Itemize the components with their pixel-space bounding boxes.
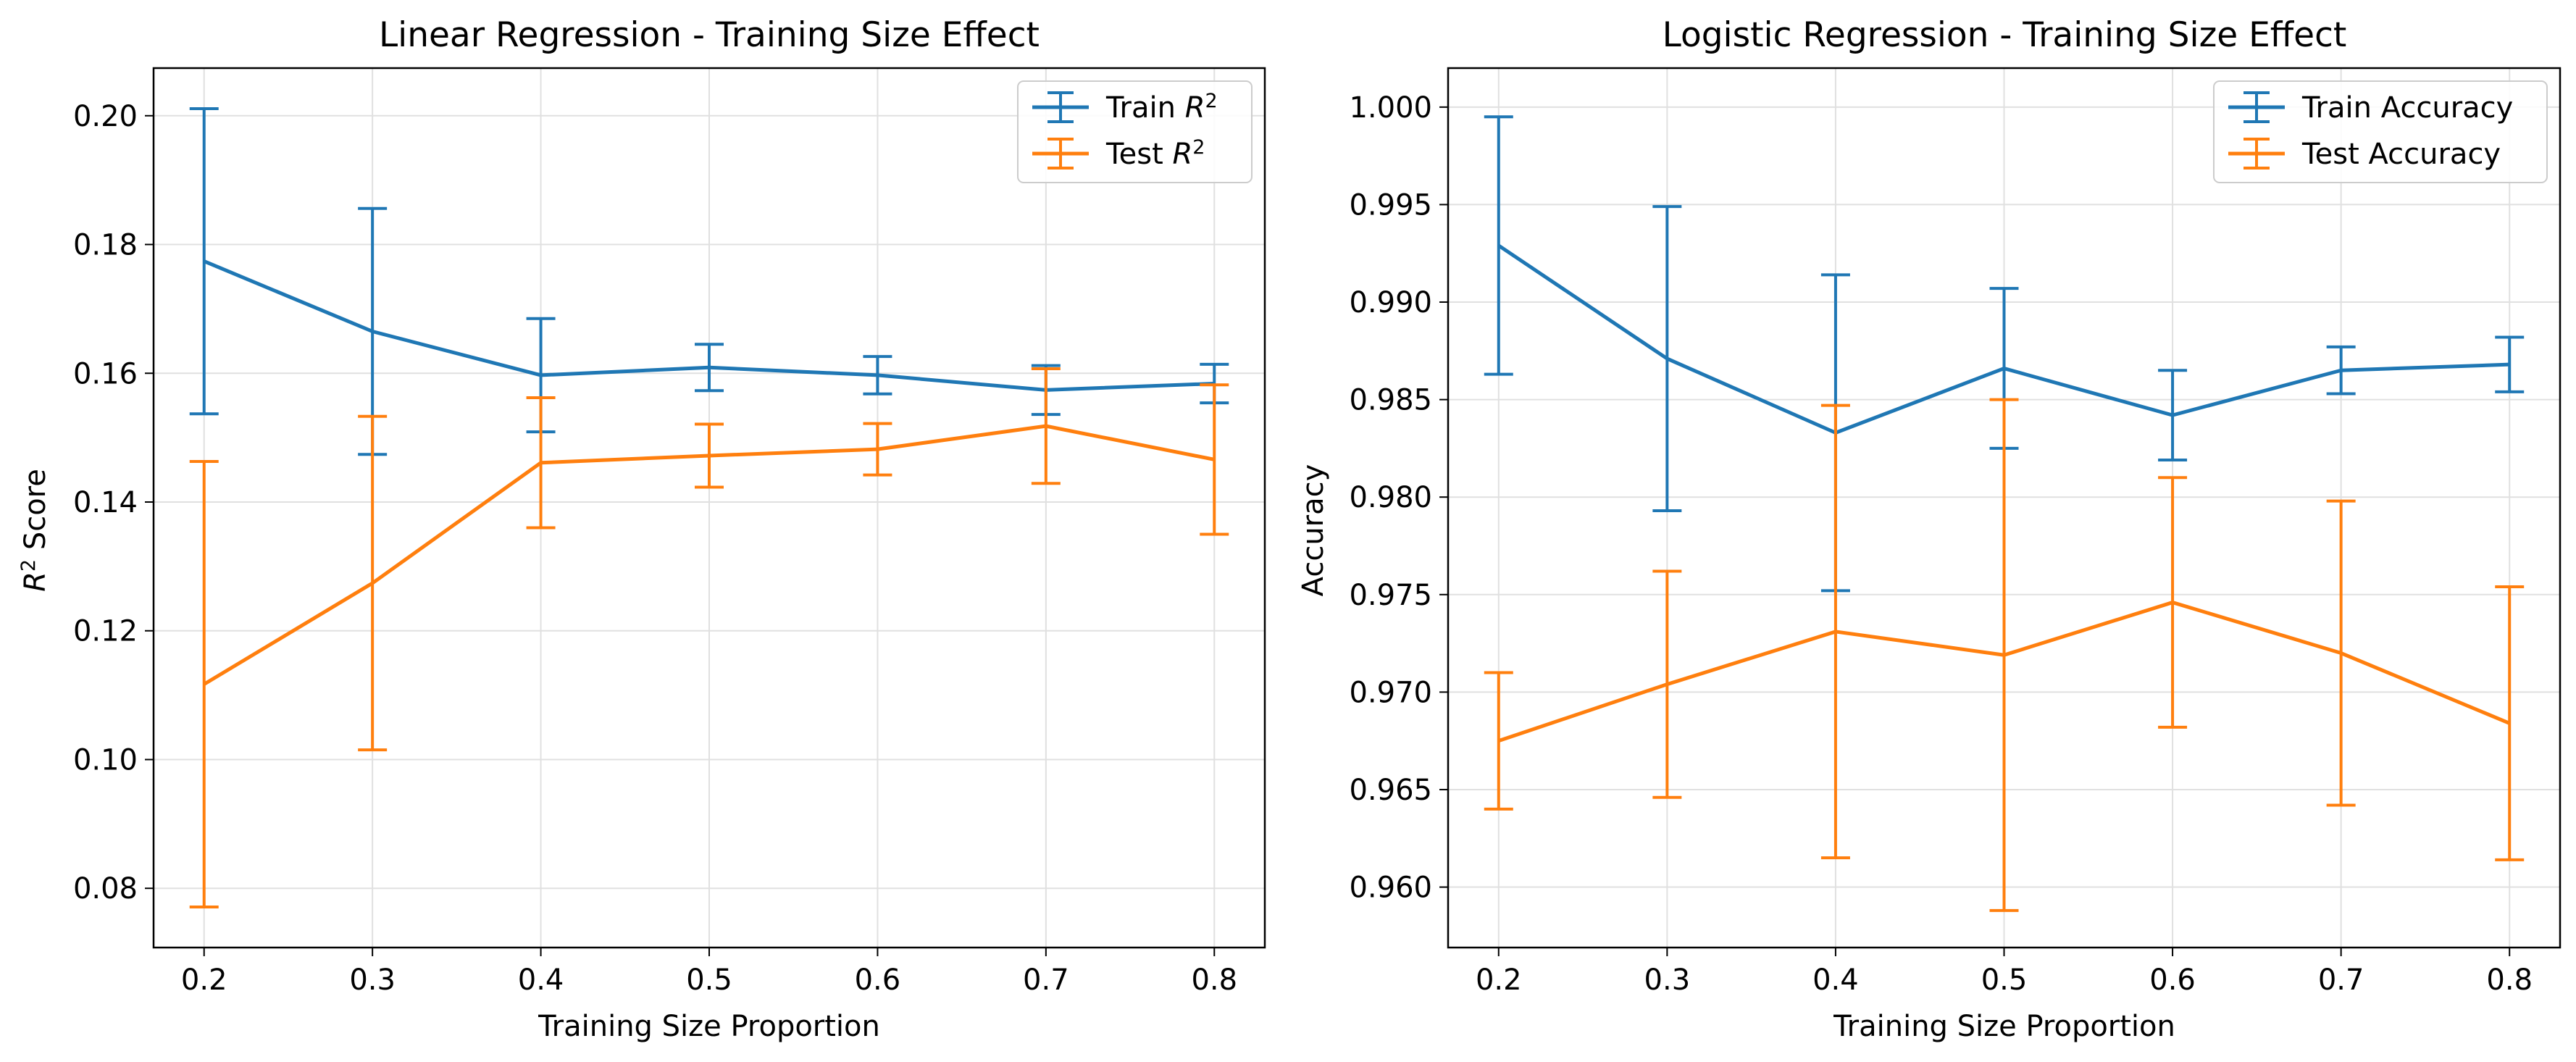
linear-plot-frame [152,67,1266,949]
logistic-x-tick-label: 0.8 [2486,963,2533,997]
logistic-x-tick-label: 0.3 [1644,963,1691,997]
logistic-legend-label: Train Accuracy [2301,91,2513,125]
logistic-ticks: 0.2 0.3 0.4 0.5 0.6 0.7 0.8 0.960 0.965 0.970 0.97… [1349,91,2533,997]
linear-x-tick-label: 0.5 [686,963,732,997]
logistic-y-tick-label: 0.975 [1349,579,1432,612]
linear-legend-label: Train R2 [1105,90,1218,125]
logistic-legend-label: Test Accuracy [2301,138,2501,171]
linear-plot-x-axis-label: Training Size Proportion [538,1010,880,1043]
linear-y-tick-label: 0.14 [73,486,138,519]
linear-series-test [189,367,1229,909]
logistic-y-tick-label: 1.000 [1349,91,1432,125]
logistic-plot-frame [1447,67,2562,949]
linear-plot-y-axis-label: R2 Score [17,469,52,592]
logistic-y-tick-label: 0.995 [1349,188,1432,222]
logistic-regression-plot: Logistic Regression - Training Size Effe… [1297,15,2562,1043]
linear-y-tick-label: 0.18 [73,229,138,262]
logistic-plot-x-axis-label: Training Size Proportion [1833,1010,2175,1043]
linear-y-tick-label: 0.12 [73,615,138,648]
linear-x-tick-label: 0.3 [349,963,396,997]
linear-legend-label: Test R2 [1105,136,1205,171]
logistic-y-tick-label: 0.990 [1349,286,1432,319]
logistic-legend-item-train: Train Accuracy [2228,91,2513,125]
linear-plot-title: Linear Regression - Training Size Effect [379,15,1040,55]
linear-legend-item-train: Train R2 [1032,90,1218,125]
logistic-y-tick-label: 0.985 [1349,384,1432,417]
linear-y-tick-label: 0.20 [73,100,138,133]
logistic-test-line [1497,601,2511,743]
logistic-y-tick-label: 0.970 [1349,676,1432,709]
logistic-x-tick-label: 0.4 [1812,963,1859,997]
linear-legend-item-test: Test R2 [1032,136,1205,171]
logistic-legend-box [2213,80,2548,183]
linear-x-tick-label: 0.7 [1023,963,1069,997]
linear-y-tick-label: 0.10 [73,743,138,777]
linear-test-line [203,424,1215,686]
linear-y-tick-label: 0.16 [73,357,138,390]
logistic-x-tick-label: 0.5 [1981,963,2028,997]
logistic-x-tick-label: 0.2 [1476,963,1522,997]
logistic-legend-item-test: Test Accuracy [2228,138,2501,171]
logistic-x-tick-label: 0.6 [2149,963,2196,997]
logistic-legend: Train Accuracy Test Accuracy [2213,80,2548,183]
linear-ticks: 0.2 0.3 0.4 0.5 0.6 0.7 0.8 0.08 0.10 0.12 0.14 0.1… [73,100,1237,997]
logistic-train-line [1497,243,2510,435]
linear-regression-plot: Linear Regression - Training Size Effect… [17,15,1266,1043]
logistic-y-tick-label: 0.965 [1349,774,1432,807]
logistic-series-test [1484,398,2525,912]
logistic-y-tick-label: 0.980 [1349,481,1432,514]
linear-y-tick-label: 0.08 [73,872,138,906]
linear-x-tick-label: 0.2 [181,963,227,997]
linear-x-tick-label: 0.4 [518,963,564,997]
logistic-plot-y-axis-label: Accuracy [1297,464,1330,597]
linear-x-tick-label: 0.6 [855,963,901,997]
logistic-y-tick-label: 0.960 [1349,871,1432,905]
logistic-x-tick-label: 0.7 [2318,963,2364,997]
linear-legend: Train R2 Test R2 [1017,80,1253,183]
logistic-plot-title: Logistic Regression - Training Size Effe… [1663,15,2347,55]
linear-x-tick-label: 0.8 [1191,963,1237,997]
